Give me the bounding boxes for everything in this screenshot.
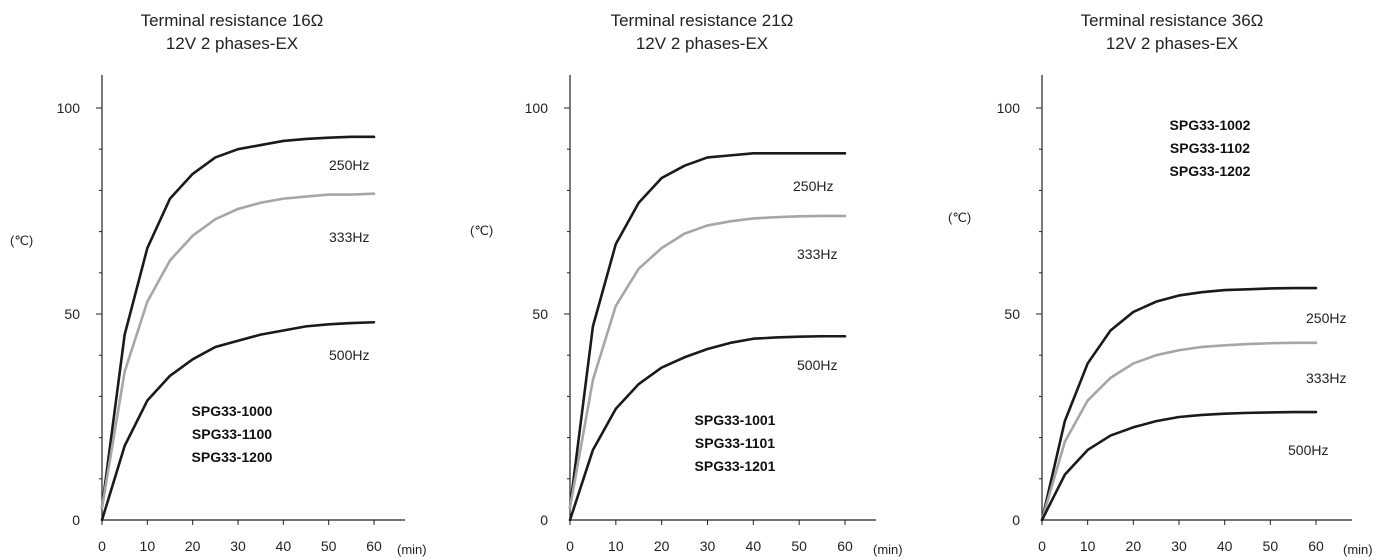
y-unit-label: (℃)	[10, 233, 33, 248]
x-tick-label: 50	[321, 538, 337, 554]
model-name: SPG33-1200	[192, 449, 273, 465]
series-line-250hz	[100, 135, 376, 509]
model-name: SPG33-1101	[695, 435, 775, 451]
x-tick-label: 40	[276, 538, 292, 554]
x-tick-label: 40	[1217, 538, 1233, 554]
y-tick-label: 50	[532, 306, 548, 322]
chart-panel-1: Terminal resistance 16Ω 12V 2 phases-EX 0 5…	[10, 11, 427, 557]
x-tick-label: 20	[1126, 538, 1142, 554]
x-unit-label: (min)	[873, 542, 903, 557]
x-tick-label: 0	[566, 538, 574, 554]
chart-subtitle: 12V 2 phases-EX	[1106, 34, 1238, 53]
series-label-333hz: 333Hz	[797, 246, 837, 262]
y-tick-label: 100	[525, 100, 549, 116]
x-tick-label: 10	[608, 538, 624, 554]
model-name: SPG33-1202	[1170, 163, 1251, 179]
x-tick-label: 30	[230, 538, 246, 554]
model-name: SPG33-1102	[1170, 140, 1250, 156]
x-tick-label: 10	[1080, 538, 1096, 554]
x-tick-label: 60	[837, 538, 853, 554]
series-line-250hz	[568, 152, 847, 509]
series-line-333hz	[1040, 341, 1318, 522]
x-tick-label: 60	[366, 538, 382, 554]
series-line-250hz	[1040, 286, 1318, 522]
y-unit-label: (℃)	[470, 223, 493, 238]
x-tick-label: 20	[185, 538, 201, 554]
chart-title: Terminal resistance 36Ω	[1081, 11, 1264, 30]
series-line-500hz	[568, 334, 847, 522]
series-line-500hz	[100, 320, 376, 522]
y-tick-label: 100	[997, 100, 1021, 116]
chart-subtitle: 12V 2 phases-EX	[636, 34, 768, 53]
series-label-500hz: 500Hz	[797, 357, 837, 373]
x-tick-label: 30	[1171, 538, 1187, 554]
series-label-500hz: 500Hz	[329, 347, 369, 363]
x-tick-label: 0	[98, 538, 106, 554]
series-label-500hz: 500Hz	[1288, 442, 1328, 458]
x-unit-label: (min)	[1343, 542, 1373, 557]
y-tick-label: 0	[1012, 512, 1020, 528]
model-name: SPG33-1000	[192, 403, 273, 419]
x-tick-label: 40	[746, 538, 762, 554]
x-tick-label: 10	[140, 538, 156, 554]
x-tick-label: 0	[1038, 538, 1046, 554]
y-tick-label: 0	[72, 512, 80, 528]
chart-panel-3: Terminal resistance 36Ω 12V 2 phases-EX 0 5…	[948, 11, 1373, 557]
series-label-250hz: 250Hz	[1306, 310, 1346, 326]
series-label-250hz: 250Hz	[329, 157, 369, 173]
x-tick-label: 60	[1308, 538, 1324, 554]
chart-panel-2: Terminal resistance 21Ω 12V 2 phases-EX 0 5…	[470, 11, 903, 557]
x-tick-label: 50	[1263, 538, 1279, 554]
x-tick-label: 20	[654, 538, 670, 554]
y-tick-label: 50	[1004, 306, 1020, 322]
x-unit-label: (min)	[397, 542, 427, 557]
model-name: SPG33-1002	[1170, 117, 1251, 133]
model-name: SPG33-1201	[695, 458, 776, 474]
x-tick-label: 30	[700, 538, 716, 554]
y-tick-label: 50	[64, 306, 80, 322]
chart-title: Terminal resistance 16Ω	[141, 11, 324, 30]
chart-subtitle: 12V 2 phases-EX	[166, 34, 298, 53]
series-label-333hz: 333Hz	[329, 229, 369, 245]
series-line-500hz	[1040, 410, 1318, 522]
series-label-250hz: 250Hz	[793, 178, 833, 194]
series-line-333hz	[100, 192, 376, 509]
y-tick-label: 0	[540, 512, 548, 528]
chart-title: Terminal resistance 21Ω	[611, 11, 794, 30]
series-label-333hz: 333Hz	[1306, 370, 1346, 386]
model-name: SPG33-1001	[695, 412, 776, 428]
model-name: SPG33-1100	[192, 426, 272, 442]
x-tick-label: 50	[791, 538, 807, 554]
series-line-333hz	[568, 214, 847, 509]
y-unit-label: (℃)	[948, 210, 971, 225]
y-tick-label: 100	[57, 100, 81, 116]
